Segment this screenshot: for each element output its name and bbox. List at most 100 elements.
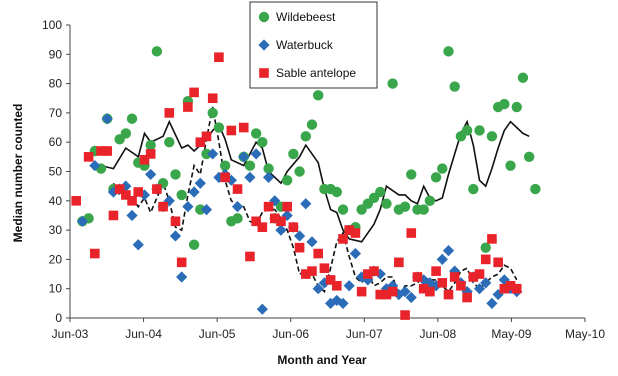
sable-antelope-point — [121, 190, 131, 200]
waterbuck-point — [349, 247, 362, 260]
waterbuck-point — [306, 236, 318, 248]
sable-antelope-point — [350, 228, 361, 238]
sable-antelope-point — [164, 108, 175, 118]
legend-label-waterbuck: Waterbuck — [276, 38, 334, 52]
wildebeest-point — [281, 175, 293, 186]
y-tick-label: 60 — [49, 135, 63, 149]
data-points — [71, 46, 541, 320]
sable-antelope-point — [269, 213, 280, 224]
sable-antelope-point — [387, 286, 398, 297]
wildebeest-point — [530, 183, 541, 195]
x-tick-label: Jun-07 — [346, 327, 383, 341]
wildebeest-point — [461, 125, 473, 136]
wildebeest-point — [170, 169, 181, 180]
wildebeest-point — [195, 204, 206, 215]
sable-antelope-point — [412, 272, 423, 282]
y-tick-label: 90 — [49, 47, 63, 61]
wildebeest-point — [164, 137, 175, 148]
sable-antelope-point — [406, 228, 417, 238]
wildebeest-point — [443, 46, 454, 57]
y-tick-label: 10 — [49, 282, 63, 296]
wildebeest-point — [375, 186, 386, 198]
wildebeest-point — [244, 160, 256, 171]
sable-antelope-point — [276, 216, 286, 227]
wildebeest-point — [306, 119, 318, 130]
waterbuck-point — [231, 201, 244, 213]
sable-antelope-point — [251, 216, 261, 227]
x-tick-label: Jun-03 — [52, 327, 89, 341]
wildebeest-point — [219, 160, 231, 171]
sable-antelope-point — [83, 152, 94, 162]
x-tick-label: Jun-08 — [420, 327, 457, 341]
trend-lines — [100, 106, 530, 297]
sable-antelope-point — [257, 222, 268, 232]
sable-antelope-point — [245, 251, 255, 262]
y-tick-label: 80 — [49, 77, 63, 91]
wildebeest-point — [437, 163, 448, 174]
legend-marker-wildebeest — [258, 11, 270, 23]
waterbuck-point — [256, 303, 268, 315]
sable-antelope-point — [90, 248, 100, 259]
waterbuck-point — [480, 277, 492, 289]
waterbuck-point — [145, 168, 157, 181]
wildebeest-point — [399, 201, 411, 212]
sable-antelope-point — [158, 201, 168, 212]
waterbuck-point — [76, 215, 89, 227]
sable-antelope-point — [480, 254, 491, 265]
x-tick-label: Jun-06 — [272, 327, 309, 341]
sable-antelope-point — [108, 210, 119, 221]
waterbuck-point — [194, 177, 206, 189]
waterbuck-point — [207, 148, 219, 160]
sable-antelope-point — [511, 283, 522, 294]
legend-box — [249, 1, 378, 89]
waterbuck-point — [188, 186, 200, 198]
sable-antelope-point — [344, 225, 355, 235]
waterbuck-point — [250, 148, 262, 160]
sable-antelope-point — [474, 269, 485, 279]
sable-antelope-point — [288, 222, 299, 232]
wildebeest-point — [523, 151, 535, 163]
wildebeest-point — [300, 131, 311, 142]
waterbuck-point — [312, 283, 324, 295]
wildebeest-point — [424, 195, 436, 206]
wildebeest-point — [499, 98, 510, 110]
wildebeest-point — [387, 78, 398, 89]
waterbuck-point — [405, 291, 417, 304]
wildebeest-point — [331, 186, 343, 198]
sable-antelope-point — [394, 257, 404, 268]
x-tick-label: May-10 — [565, 327, 605, 341]
sable-antelope-point — [468, 272, 479, 282]
waterbuck-point — [101, 113, 113, 125]
sable-antelope-point — [189, 87, 199, 98]
sable-antelope-point — [71, 196, 82, 206]
sable-antelope-point — [96, 146, 106, 156]
legend-label-wildebeest: Wildebeest — [276, 10, 336, 24]
waterbuck-point — [176, 271, 188, 283]
wildebeest-point — [126, 113, 138, 124]
y-tick-label: 70 — [49, 106, 63, 120]
waterbuck-point — [387, 280, 399, 292]
wildebeest-point — [406, 169, 417, 180]
waterbuck-point — [442, 245, 455, 257]
wildebeest-point — [263, 163, 274, 174]
waterbuck-point — [169, 230, 182, 242]
x-tick-label: Jun-04 — [125, 327, 162, 341]
sable-antelope-point — [313, 248, 323, 259]
waterbuck-point — [331, 294, 343, 307]
waterbuck-point — [262, 171, 275, 183]
waterbuck-point — [362, 274, 374, 286]
wildebeest-point — [176, 189, 187, 201]
wildebeest-point — [449, 81, 460, 92]
sable-antelope-series — [71, 52, 522, 320]
x-tick-label: May-09 — [491, 327, 531, 341]
wildebeest-point — [188, 239, 200, 250]
y-tick-label: 0 — [55, 311, 62, 325]
wildebeest-point — [294, 166, 305, 177]
waterbuck-point — [126, 209, 138, 222]
wildebeest-point — [517, 72, 529, 83]
wildebeest-point — [381, 198, 392, 209]
y-tick-label: 20 — [49, 252, 63, 266]
sable-antelope-point — [381, 289, 392, 300]
waterbuck-point — [399, 286, 411, 298]
